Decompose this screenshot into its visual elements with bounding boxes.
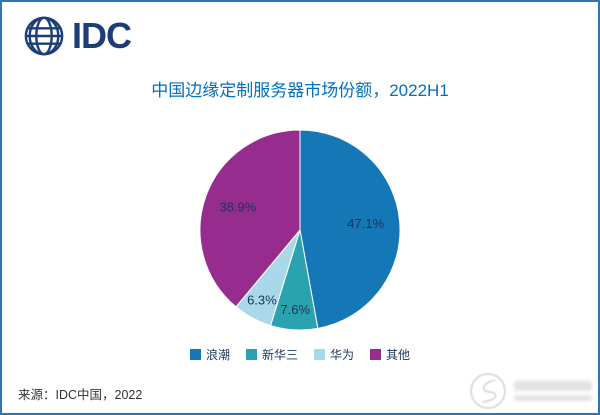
legend-swatch-2 [314, 349, 325, 360]
legend-swatch-1 [245, 349, 257, 360]
legend-label-1: 新华三 [261, 348, 298, 362]
watermark [468, 371, 592, 411]
legend-swatch-0 [189, 349, 201, 360]
chart-title: 中国边缘定制服务器市场份额，2022H1 [151, 81, 449, 100]
legend-item-2: 华为 [314, 346, 354, 363]
watermark-text-blur [514, 381, 592, 401]
legend-swatch-3 [370, 349, 382, 360]
legend-label-0: 浪潮 [205, 348, 230, 362]
watermark-logo-icon [469, 372, 507, 410]
legend-item-1: 新华三 [245, 346, 298, 363]
chart-legend: 浪潮 新华三 华为 其他 [0, 346, 600, 363]
pie-chart: 47.1% 7.6% 6.3% 38.9% [0, 106, 600, 347]
legend-label-2: 华为 [330, 348, 355, 362]
pie-slice-label-2: 6.3% [247, 292, 277, 307]
pie-slice-3 [199, 129, 301, 308]
source-note: 来源：IDC中国，2022 [18, 388, 143, 402]
legend-label-3: 其他 [386, 348, 411, 362]
pie-slice-label-0: 47.1% [347, 216, 384, 231]
idc-logo-text: IDC [72, 15, 132, 56]
pie-slice-0 [299, 129, 401, 329]
globe-icon [24, 16, 64, 56]
pie-slice-label-3: 38.9% [219, 200, 256, 215]
legend-item-3: 其他 [370, 346, 410, 363]
idc-logo: IDC [22, 14, 132, 58]
legend-item-0: 浪潮 [189, 346, 230, 363]
pie-slice-label-1: 7.6% [280, 302, 310, 317]
